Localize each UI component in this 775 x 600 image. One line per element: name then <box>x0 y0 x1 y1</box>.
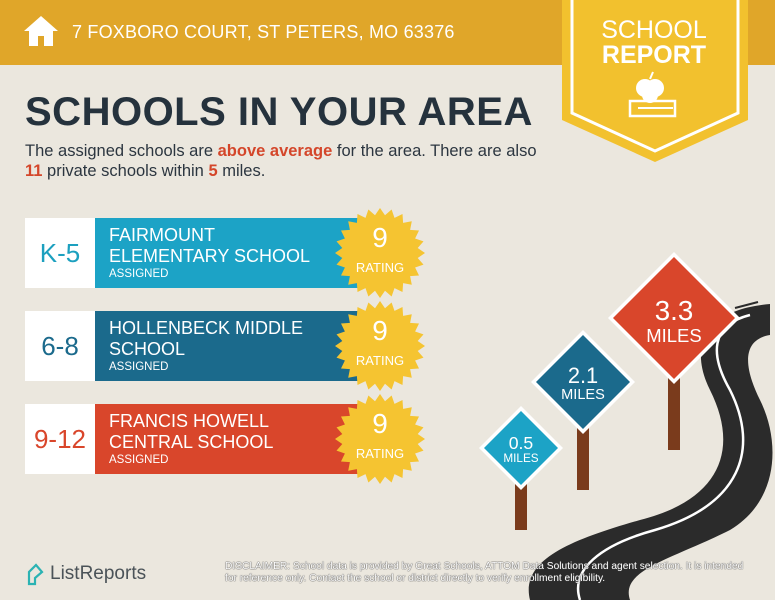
sign-distance: 0.5 <box>508 432 534 453</box>
sign-diamond <box>479 406 563 490</box>
sign-unit: MILES <box>646 324 702 346</box>
school-name: FAIRMOUNT ELEMENTARY SCHOOL <box>109 225 311 266</box>
rating-value: 9 <box>372 222 388 253</box>
rating-label: RATING <box>355 446 405 461</box>
badge-label: SCHOOL REPORT <box>601 16 707 69</box>
listreports-logo: ListReports <box>25 562 146 586</box>
logo-icon <box>27 563 44 586</box>
assignment-status: ASSIGNED <box>109 268 169 280</box>
school-name: FRANCIS HOWELL CENTRAL SCHOOL <box>109 411 274 452</box>
rating-starburst <box>335 208 425 298</box>
intro-text: The assigned schools are above average f… <box>25 142 537 180</box>
school-report-badge <box>562 0 748 162</box>
sign-unit: MILES <box>561 387 605 404</box>
assignment-status: ASSIGNED <box>109 454 169 466</box>
apple-books-icon <box>628 71 677 118</box>
rating-starburst <box>335 394 425 484</box>
sign-diamond <box>531 330 635 434</box>
school-row: 9-12 FRANCIS HOWELL CENTRAL SCHOOL ASSIGN… <box>25 394 445 484</box>
page-title: SCHOOLS IN YOUR AREA <box>25 90 533 134</box>
sign-distance: 3.3 <box>654 294 694 326</box>
grade-range: 9-12 <box>25 404 95 474</box>
school-row: K-5 FAIRMOUNT ELEMENTARY SCHOOL ASSIGNED … <box>25 208 445 298</box>
school-name: HOLLENBECK MIDDLE SCHOOL <box>109 318 304 359</box>
rating-label: RATING <box>355 353 405 368</box>
grade-range: 6-8 <box>25 311 95 381</box>
sign-distance: 2.1 <box>567 363 599 389</box>
rating-value: 9 <box>372 315 388 346</box>
disclaimer: DISCLAIMER: School data is provided by G… <box>225 561 744 584</box>
sign-diamond <box>608 252 740 384</box>
property-address: 7 FOXBORO COURT, ST PETERS, MO 63376 <box>72 22 455 42</box>
house-icon <box>24 16 58 46</box>
rating-label: RATING <box>355 260 405 275</box>
school-info: FRANCIS HOWELL CENTRAL SCHOOL ASSIGNED <box>95 404 395 474</box>
rating-value: 9 <box>372 408 388 439</box>
road-illustration <box>528 301 773 600</box>
assignment-status: ASSIGNED <box>109 361 169 373</box>
school-row: 6-8 HOLLENBECK MIDDLE SCHOOL ASSIGNED 9 R… <box>25 301 445 391</box>
sign-unit: MILES <box>503 452 539 466</box>
grade-range: K-5 <box>25 218 95 288</box>
rating-starburst <box>335 301 425 391</box>
